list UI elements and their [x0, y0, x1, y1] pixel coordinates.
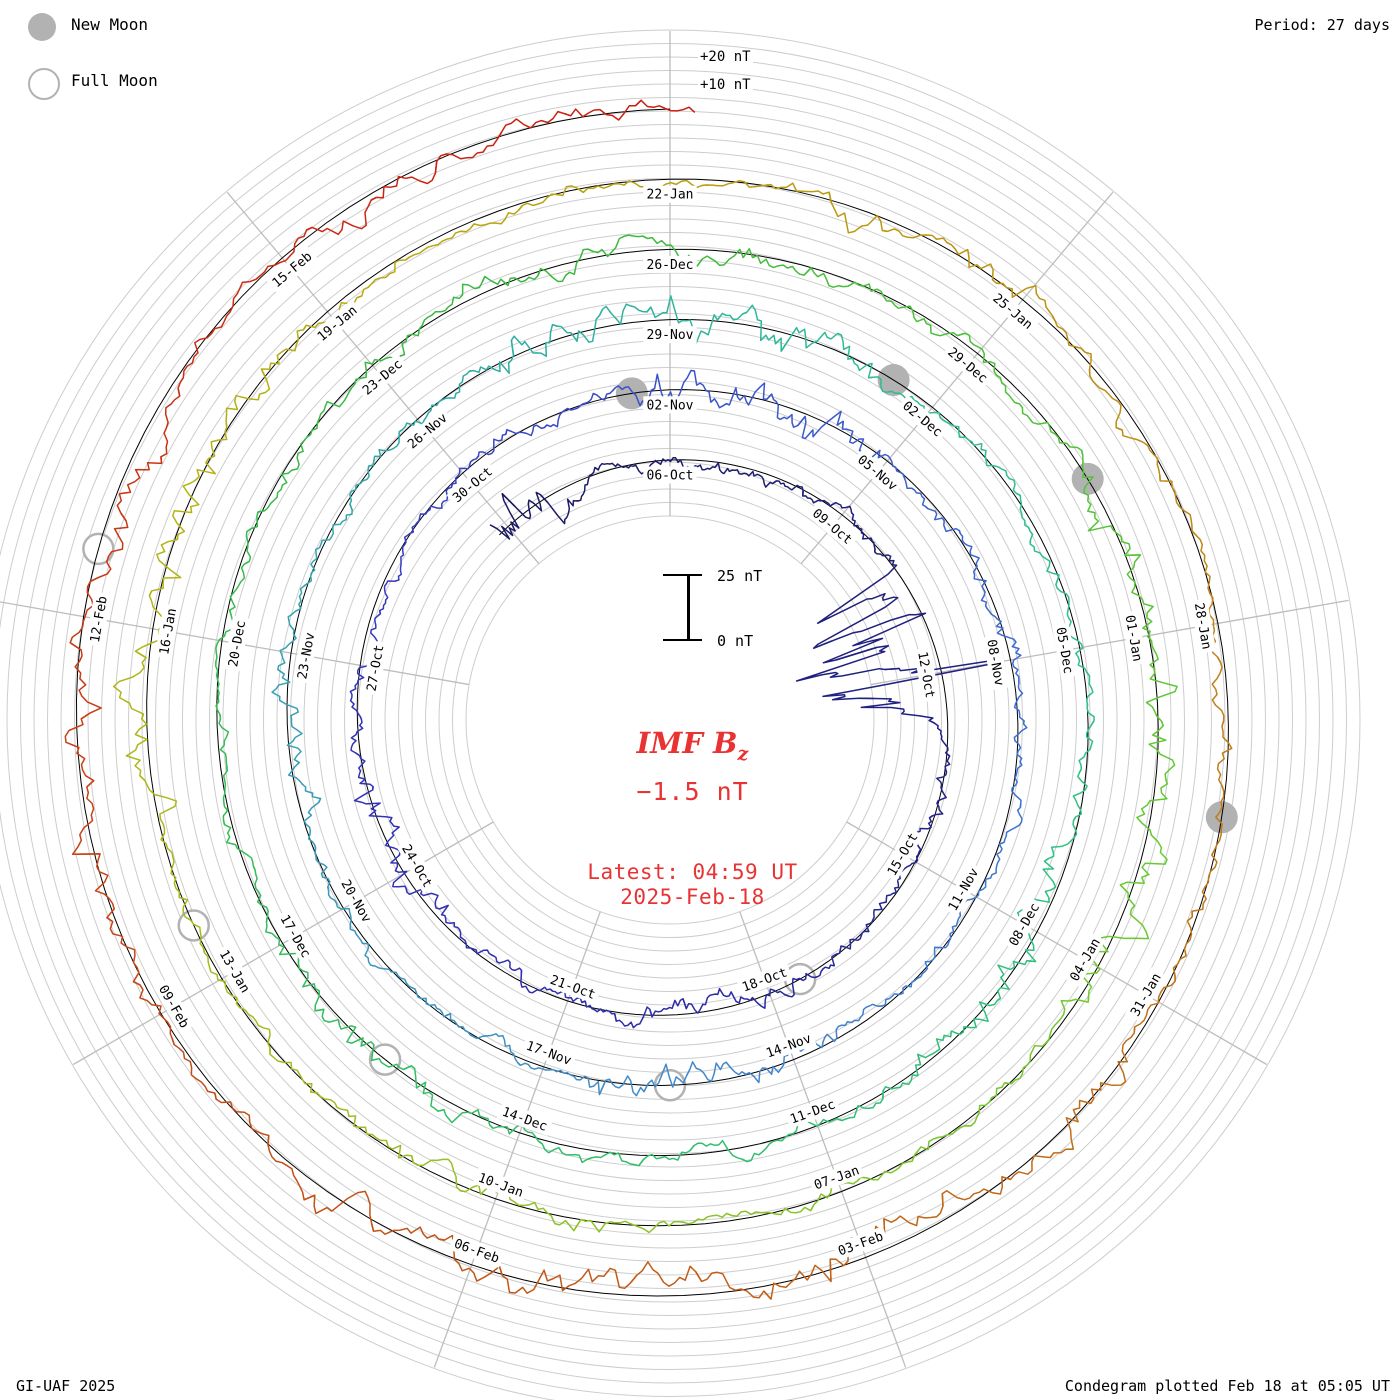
- spoke-date-label: 17-Nov: [524, 1039, 573, 1069]
- plus20-gridline-label: +20 nT: [698, 49, 753, 65]
- full-moon-icon: [28, 68, 60, 100]
- spoke-date-label: 12-Oct: [914, 650, 937, 699]
- plus10-gridline-label: +10 nT: [698, 77, 753, 93]
- spoke-date-label: 01-Jan: [1122, 614, 1145, 663]
- spoke-date-label: 23-Nov: [295, 631, 318, 680]
- spoke-date-label: 20-Nov: [337, 877, 374, 925]
- spoke-date-label: 26-Dec: [647, 258, 694, 273]
- spoke-date-label: 18-Oct: [740, 965, 789, 995]
- credit-label: GI-UAF 2025: [16, 1377, 116, 1395]
- spoke-date-label: 03-Feb: [836, 1229, 885, 1259]
- scale-bar-top-cap: [663, 574, 702, 576]
- spoke-date-label: 07-Jan: [812, 1163, 861, 1193]
- scale-bar: [687, 575, 690, 641]
- spoke-date-label: 27-Oct: [365, 644, 388, 693]
- latest-time-line: Latest: 04:59 UT: [587, 860, 798, 884]
- current-value: −1.5 nT: [636, 777, 749, 806]
- spoke-date-label: 29-Nov: [647, 328, 694, 343]
- spoke-date-label: 20-Dec: [226, 619, 249, 668]
- plotted-label: Condegram plotted Feb 18 at 05:05 UT: [1064, 1377, 1390, 1395]
- spoke-date-label: 05-Dec: [1052, 626, 1075, 675]
- latest-date-line: 2025-Feb-18: [620, 885, 765, 909]
- spoke-date-label: 08-Nov: [983, 638, 1006, 687]
- new-moon-label: New Moon: [71, 15, 149, 34]
- scale-bottom-label: 0 nT: [717, 632, 754, 650]
- quantity-title: IMF Bz: [636, 726, 749, 765]
- quantity-subscript: z: [737, 742, 749, 765]
- period-label: Period: 27 days: [1254, 16, 1390, 34]
- new-moon-icon: [28, 13, 56, 41]
- scale-top-label: 25 nT: [717, 567, 763, 585]
- spoke-date-label: 14-Nov: [764, 1031, 813, 1061]
- spoke-date-label: 02-Nov: [647, 398, 694, 413]
- spoke-date-label: 22-Jan: [647, 188, 694, 203]
- full-moon-label: Full Moon: [71, 71, 158, 90]
- spoke-date-label: 10-Jan: [476, 1171, 525, 1201]
- spoke-date-label: 21-Oct: [548, 973, 597, 1003]
- scale-bar-bottom-cap: [663, 639, 702, 641]
- spoke-date-label: 28-Jan: [1191, 602, 1214, 651]
- spoke-date-label: 08-Dec: [1007, 901, 1043, 949]
- spoke-date-label: 09-Oct: [809, 506, 855, 548]
- spoke-date-label: 06-Oct: [647, 469, 694, 484]
